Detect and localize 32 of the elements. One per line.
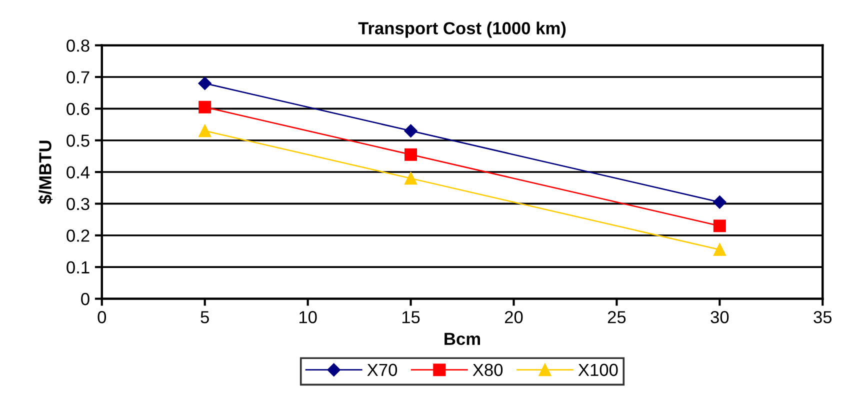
y-tick-label: 0.1 (66, 261, 90, 274)
point (404, 172, 418, 185)
point (198, 100, 212, 114)
point (198, 76, 212, 90)
y-tick-label: 0.5 (66, 134, 90, 147)
x-tick-label: 15 (402, 311, 420, 324)
legend-label: X80 (472, 364, 503, 376)
y-tick-label: 0 (81, 292, 90, 306)
y-axis-title: $/MBTU (38, 140, 53, 204)
y-tick-label: 0.2 (66, 230, 90, 242)
point (713, 196, 726, 209)
y-tick-label: 0.7 (66, 71, 90, 84)
y-tick-label: 0.8 (66, 39, 90, 52)
y-tick-label: 0.3 (66, 198, 90, 210)
x-tick-label: 35 (814, 311, 832, 324)
point (713, 243, 726, 256)
x-tick-label: 25 (608, 311, 626, 324)
y-tick-label: 0.6 (66, 102, 90, 116)
point (198, 124, 212, 138)
point (404, 124, 418, 138)
chart-title: Transport Cost (1000 km) (358, 22, 566, 38)
x-tick-label: 5 (200, 311, 209, 324)
x-tick-label: 20 (504, 311, 523, 324)
y-tick-label: 0.4 (66, 166, 90, 178)
point (713, 220, 726, 232)
x-axis-title: Bcm (444, 332, 480, 346)
legend-label: X70 (367, 364, 398, 376)
x-tick-label: 10 (299, 311, 317, 324)
point (404, 148, 418, 161)
legend-label: X100 (578, 364, 618, 376)
x-tick-label: 0 (98, 311, 106, 324)
x-tick-label: 30 (710, 311, 729, 324)
